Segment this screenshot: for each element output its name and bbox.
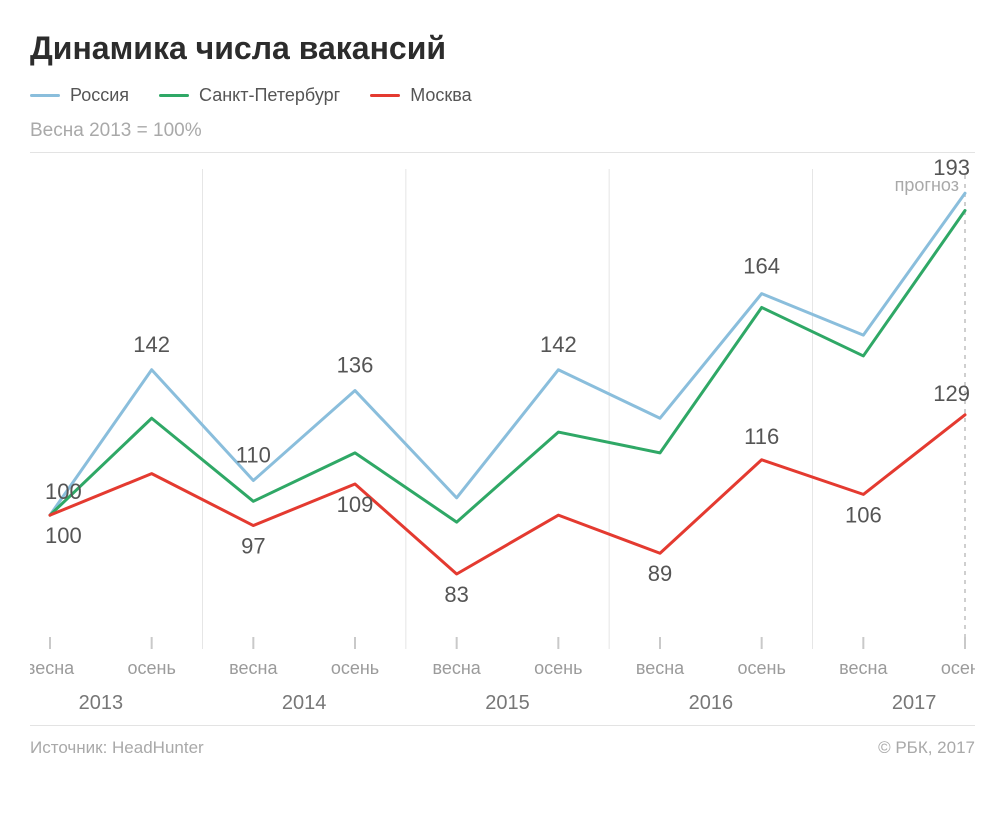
svg-text:осень: осень: [737, 658, 785, 678]
source-text: Источник: HeadHunter: [30, 738, 204, 758]
footer: Источник: HeadHunter © РБК, 2017: [30, 725, 975, 758]
svg-text:осень: осень: [534, 658, 582, 678]
svg-text:109: 109: [337, 492, 374, 517]
svg-text:2013: 2013: [79, 692, 124, 714]
svg-text:116: 116: [744, 424, 779, 449]
svg-text:97: 97: [241, 534, 265, 559]
svg-text:2014: 2014: [282, 692, 327, 714]
svg-text:164: 164: [743, 254, 780, 279]
legend-swatch: [370, 94, 400, 97]
chart-title: Динамика числа вакансий: [30, 30, 975, 67]
svg-text:110: 110: [236, 443, 271, 468]
svg-text:осень: осень: [331, 658, 379, 678]
svg-text:100: 100: [45, 479, 82, 504]
legend-item-moscow: Москва: [370, 85, 471, 106]
svg-text:106: 106: [845, 502, 882, 527]
legend-item-russia: Россия: [30, 85, 129, 106]
svg-text:83: 83: [444, 582, 468, 607]
svg-text:весна: весна: [30, 658, 75, 678]
svg-text:2015: 2015: [485, 692, 530, 714]
svg-text:142: 142: [133, 332, 170, 357]
chart-svg: прогноз100142110136142164193100971098389…: [30, 159, 975, 719]
legend-swatch: [159, 94, 189, 97]
legend-item-spb: Санкт-Петербург: [159, 85, 340, 106]
svg-text:129: 129: [933, 381, 970, 406]
svg-text:2017: 2017: [892, 692, 937, 714]
svg-text:весна: весна: [839, 658, 888, 678]
legend-label: Россия: [70, 85, 129, 106]
legend: Россия Санкт-Петербург Москва: [30, 85, 975, 106]
svg-text:100: 100: [45, 523, 82, 548]
chart-subtitle: Весна 2013 = 100%: [30, 120, 975, 153]
legend-swatch: [30, 94, 60, 97]
svg-text:весна: весна: [433, 658, 482, 678]
svg-text:142: 142: [540, 332, 577, 357]
line-chart: прогноз100142110136142164193100971098389…: [30, 159, 975, 719]
svg-text:193: 193: [933, 159, 970, 180]
svg-text:89: 89: [648, 561, 672, 586]
legend-label: Москва: [410, 85, 471, 106]
svg-text:2016: 2016: [689, 692, 734, 714]
svg-text:осень: осень: [941, 658, 975, 678]
svg-text:осень: осень: [127, 658, 175, 678]
copyright-text: © РБК, 2017: [878, 738, 975, 758]
svg-text:весна: весна: [229, 658, 278, 678]
legend-label: Санкт-Петербург: [199, 85, 340, 106]
svg-text:136: 136: [337, 353, 374, 378]
svg-text:весна: весна: [636, 658, 685, 678]
